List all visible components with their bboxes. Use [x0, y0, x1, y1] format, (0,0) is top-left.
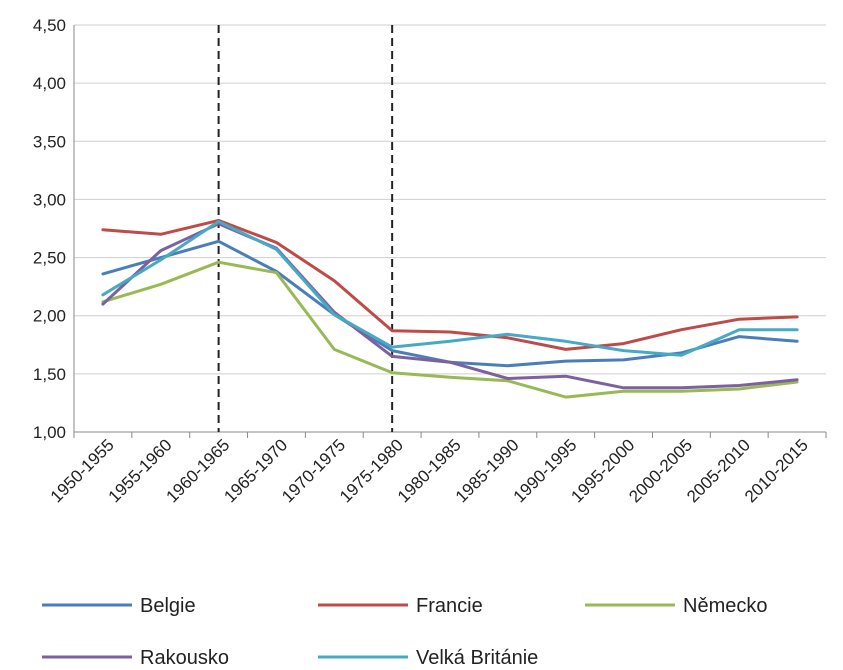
legend-label: Francie: [416, 595, 483, 617]
legend-label: Německo: [683, 595, 767, 617]
series-line: [101, 222, 799, 390]
y-tick-label: 4,50: [33, 16, 66, 35]
legend-label: Belgie: [140, 595, 196, 617]
series-line: [101, 260, 799, 399]
series-line: [101, 239, 799, 368]
y-tick-label: 2,00: [33, 307, 66, 326]
y-tick-label: 2,50: [33, 249, 66, 268]
y-tick-label: 1,00: [33, 423, 66, 442]
series-line: [101, 220, 799, 357]
y-tick-label: 4,00: [33, 74, 66, 93]
legend-label: Velká Británie: [416, 647, 538, 669]
x-tick-label: 2010-2015: [741, 435, 812, 506]
y-tick-label: 3,50: [33, 132, 66, 151]
y-tick-label: 3,00: [33, 190, 66, 209]
legend-label: Rakousko: [140, 647, 229, 669]
series-line: [101, 218, 799, 351]
y-tick-label: 1,50: [33, 365, 66, 384]
